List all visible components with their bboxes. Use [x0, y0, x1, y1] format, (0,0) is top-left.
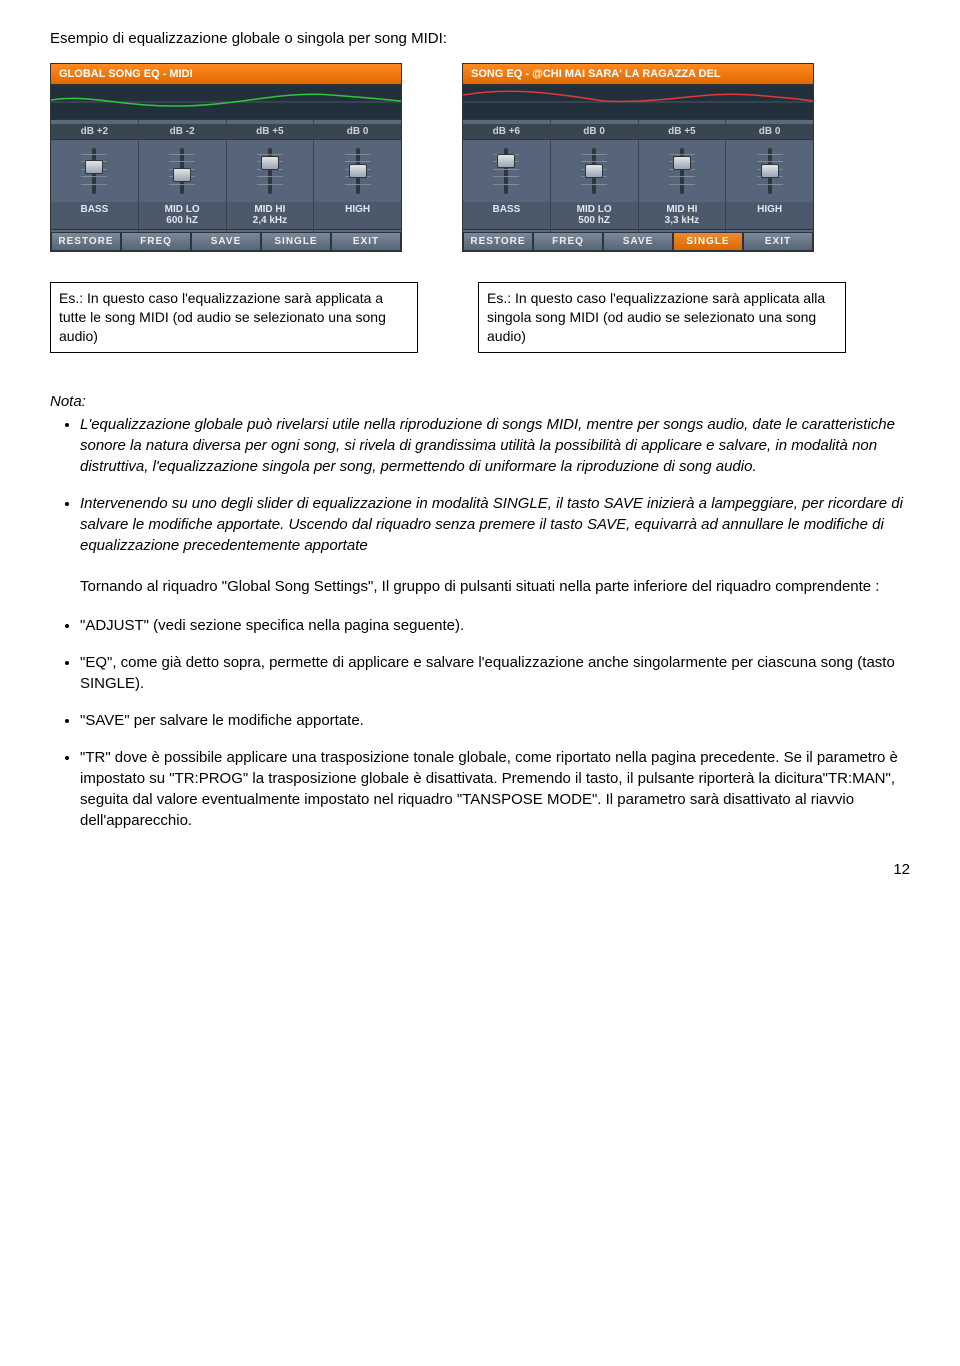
- eq-slider[interactable]: [343, 146, 373, 196]
- eq-slider-thumb[interactable]: [673, 156, 691, 170]
- eq-band-column: dB +5 MID HI3,3 kHz: [639, 120, 727, 232]
- eq-slider-area: [227, 140, 314, 202]
- page-number: 12: [50, 861, 910, 878]
- eq-slider[interactable]: [167, 146, 197, 196]
- eq-slider[interactable]: [255, 146, 285, 196]
- eq-button-exit[interactable]: EXIT: [331, 232, 401, 251]
- eq-band-freq: [51, 215, 138, 230]
- eq-button-restore[interactable]: RESTORE: [463, 232, 533, 251]
- eq-band-freq: 2,4 kHz: [227, 215, 314, 230]
- eq-db-label: dB +6: [463, 124, 550, 140]
- nota-list: L'equalizzazione globale può rivelarsi u…: [50, 414, 910, 556]
- eq-band-column: dB +6 BASS: [463, 120, 551, 232]
- eq-band-column: dB +5 MID HI2,4 kHz: [227, 120, 315, 232]
- eq-slider-thumb[interactable]: [761, 164, 779, 178]
- eq-band-column: dB +2 BASS: [51, 120, 139, 232]
- body-item: "TR" dove è possibile applicare una tras…: [80, 747, 910, 831]
- nota-item: Intervenendo su uno degli slider di equa…: [80, 493, 910, 556]
- body-item: "SAVE" per salvare le modifiche apportat…: [80, 710, 910, 731]
- eq-slider-thumb[interactable]: [173, 168, 191, 182]
- eq-band-freq: 600 hZ: [139, 215, 226, 230]
- eq-band-column: dB 0 HIGH: [726, 120, 813, 232]
- intro-text: Esempio di equalizzazione globale o sing…: [50, 30, 910, 47]
- eq-band-name: MID HI: [639, 202, 726, 215]
- callouts-row: Es.: In questo caso l'equalizzazione sar…: [50, 282, 910, 353]
- eq-slider[interactable]: [491, 146, 521, 196]
- eq-buttons-single: RESTOREFREQSAVESINGLEEXIT: [463, 232, 813, 251]
- eq-band-freq: [463, 215, 550, 230]
- eq-slider-area: [463, 140, 550, 202]
- eq-band-name: HIGH: [314, 202, 401, 215]
- eq-db-label: dB 0: [314, 124, 401, 140]
- eq-band-name: HIGH: [726, 202, 813, 215]
- eq-panel-global: GLOBAL SONG EQ - MIDI dB +2 BASS dB -2 MID …: [50, 63, 402, 252]
- eq-db-label: dB +5: [639, 124, 726, 140]
- eq-button-single[interactable]: SINGLE: [261, 232, 331, 251]
- callout-left: Es.: In questo caso l'equalizzazione sar…: [50, 282, 418, 353]
- eq-button-save[interactable]: SAVE: [191, 232, 261, 251]
- callout-right: Es.: In questo caso l'equalizzazione sar…: [478, 282, 846, 353]
- eq-button-save[interactable]: SAVE: [603, 232, 673, 251]
- nota-item: L'equalizzazione globale può rivelarsi u…: [80, 414, 910, 477]
- eq-panels-row: GLOBAL SONG EQ - MIDI dB +2 BASS dB -2 MID …: [50, 63, 910, 252]
- eq-band-column: dB -2 MID LO600 hZ: [139, 120, 227, 232]
- eq-band-name: BASS: [51, 202, 138, 215]
- nota-label: Nota:: [50, 393, 910, 410]
- eq-slider-thumb[interactable]: [585, 164, 603, 178]
- eq-slider-area: [314, 140, 401, 202]
- body-intro: Tornando al riquadro "Global Song Settin…: [80, 576, 910, 597]
- eq-slider-area: [551, 140, 638, 202]
- eq-slider-thumb[interactable]: [497, 154, 515, 168]
- body-item: "EQ", come già detto sopra, permette di …: [80, 652, 910, 694]
- eq-slider-area: [726, 140, 813, 202]
- eq-band-freq: [726, 215, 813, 230]
- eq-db-label: dB -2: [139, 124, 226, 140]
- eq-db-label: dB +5: [227, 124, 314, 140]
- body-item: "ADJUST" (vedi sezione specifica nella p…: [80, 615, 910, 636]
- eq-bands-single: dB +6 BASS dB 0 MID LO500 hZ dB +5 MID HI3,3 …: [463, 120, 813, 232]
- eq-band-name: BASS: [463, 202, 550, 215]
- eq-band-name: MID LO: [139, 202, 226, 215]
- eq-db-label: dB +2: [51, 124, 138, 140]
- eq-slider[interactable]: [755, 146, 785, 196]
- eq-button-freq[interactable]: FREQ: [533, 232, 603, 251]
- eq-slider-thumb[interactable]: [261, 156, 279, 170]
- eq-db-label: dB 0: [726, 124, 813, 140]
- eq-slider-thumb[interactable]: [349, 164, 367, 178]
- eq-band-column: dB 0 HIGH: [314, 120, 401, 232]
- eq-slider-area: [51, 140, 138, 202]
- eq-buttons-global: RESTOREFREQSAVESINGLEEXIT: [51, 232, 401, 251]
- eq-band-name: MID HI: [227, 202, 314, 215]
- eq-curve-single: [463, 85, 813, 120]
- eq-titlebar-global: GLOBAL SONG EQ - MIDI: [51, 64, 401, 85]
- eq-band-column: dB 0 MID LO500 hZ: [551, 120, 639, 232]
- eq-bands-global: dB +2 BASS dB -2 MID LO600 hZ dB +5 MID HI2,4…: [51, 120, 401, 232]
- eq-button-restore[interactable]: RESTORE: [51, 232, 121, 251]
- eq-slider-thumb[interactable]: [85, 160, 103, 174]
- eq-curve-global: [51, 85, 401, 120]
- eq-button-freq[interactable]: FREQ: [121, 232, 191, 251]
- eq-panel-single: SONG EQ - @CHI MAI SARA' LA RAGAZZA DEL …: [462, 63, 814, 252]
- eq-titlebar-single: SONG EQ - @CHI MAI SARA' LA RAGAZZA DEL: [463, 64, 813, 85]
- eq-band-name: MID LO: [551, 202, 638, 215]
- eq-band-freq: 3,3 kHz: [639, 215, 726, 230]
- body-list: "ADJUST" (vedi sezione specifica nella p…: [50, 615, 910, 831]
- eq-slider[interactable]: [79, 146, 109, 196]
- eq-band-freq: [314, 215, 401, 230]
- eq-button-single[interactable]: SINGLE: [673, 232, 743, 251]
- eq-button-exit[interactable]: EXIT: [743, 232, 813, 251]
- eq-slider-area: [139, 140, 226, 202]
- eq-slider[interactable]: [579, 146, 609, 196]
- eq-slider[interactable]: [667, 146, 697, 196]
- eq-band-freq: 500 hZ: [551, 215, 638, 230]
- eq-slider-area: [639, 140, 726, 202]
- eq-db-label: dB 0: [551, 124, 638, 140]
